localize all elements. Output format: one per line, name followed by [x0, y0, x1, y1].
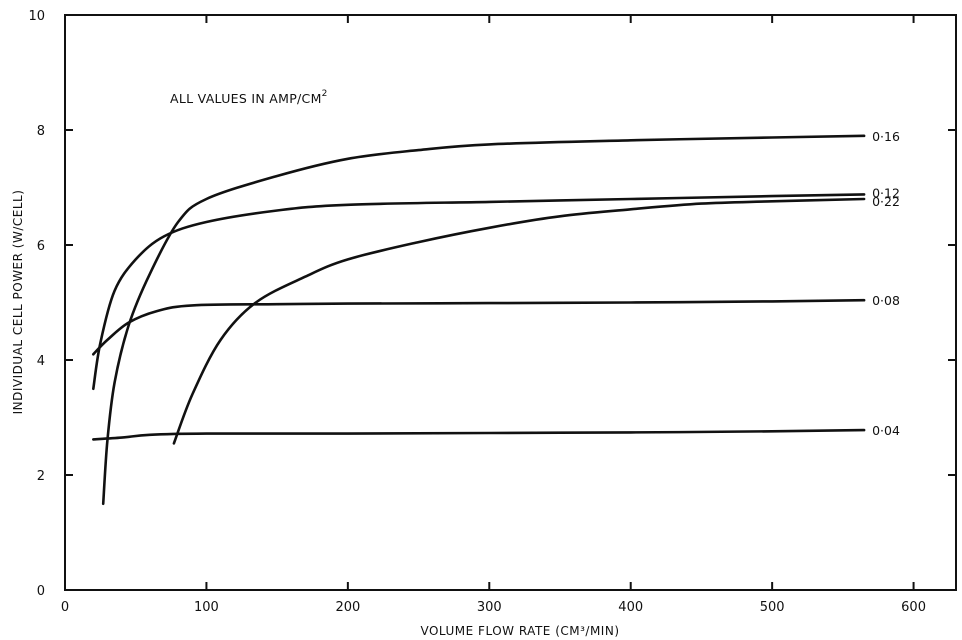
series-line [92, 428, 866, 441]
x-axis-title: VOLUME FLOW RATE (CM³/MIN) [420, 624, 619, 638]
y-tick-label: 2 [37, 469, 45, 484]
annotation-text: ALL VALUES IN AMP/CM2 [170, 89, 328, 106]
series-label: 0·16 [872, 129, 900, 144]
x-tick-label: 500 [760, 600, 785, 615]
series-line [92, 298, 866, 356]
x-tick-label: 600 [901, 600, 926, 615]
x-tick-label: 100 [194, 600, 219, 615]
y-tick-label: 6 [37, 239, 45, 254]
series-line [172, 197, 866, 445]
x-tick-label: 400 [618, 600, 643, 615]
series-labels: 0·16 0·120·22 0·08 0·04 [872, 129, 900, 438]
series-label: 0·12 [872, 185, 900, 200]
y-axis-title: INDIVIDUAL CELL POWER (W/CELL) [11, 190, 25, 415]
axis-ticks [65, 15, 956, 590]
x-tick-label: 200 [335, 600, 360, 615]
y-tick-label: 0 [37, 584, 45, 599]
y-tick-label: 10 [28, 9, 45, 24]
series-label: 0·04 [872, 423, 900, 438]
plot-frame [64, 14, 957, 591]
y-tick-label: 8 [37, 124, 45, 139]
x-tick-label: 300 [477, 600, 502, 615]
y-tick-label: 4 [37, 354, 45, 369]
series-line [101, 134, 866, 506]
series-label: 0·08 [872, 293, 900, 308]
tick-labels: 0 100 200 300 400 500 600 0 2 4 6 8 10 [28, 9, 926, 615]
series-lines [92, 134, 866, 506]
series-line [92, 193, 866, 391]
x-tick-label: 0 [61, 600, 69, 615]
series-label: 0·22 [872, 194, 900, 209]
